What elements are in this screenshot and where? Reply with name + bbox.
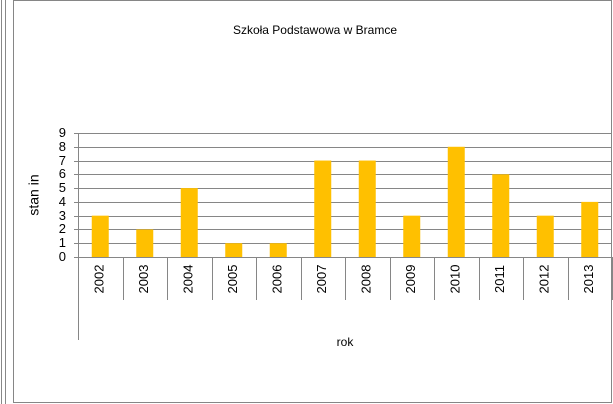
x-tick-label: 2011: [492, 265, 507, 293]
bar: [136, 229, 154, 257]
x-tick-label: 2012: [537, 265, 552, 294]
bar: [447, 146, 465, 257]
chart-frame: [13, 0, 612, 403]
x-axis-title: rok: [337, 335, 355, 349]
x-tick-label: 2007: [314, 265, 329, 294]
bar: [91, 215, 109, 257]
x-tick-label: 2013: [581, 265, 596, 294]
y-tick-label: 6: [59, 166, 66, 181]
bar: [269, 243, 287, 257]
x-tick-label: 2004: [181, 265, 196, 294]
y-tick-label: 8: [59, 139, 66, 154]
bar: [492, 174, 510, 257]
y-axis-title: stan in: [26, 174, 42, 215]
x-tick-label: 2010: [448, 265, 463, 294]
bar: [581, 201, 599, 257]
bar: [225, 243, 243, 257]
bar: [536, 215, 554, 257]
y-tick-label: 5: [59, 180, 66, 195]
y-tick-label: 7: [59, 153, 66, 168]
bar: [358, 160, 376, 257]
bar: [403, 215, 421, 257]
x-tick-label: 2002: [92, 265, 107, 294]
x-tick-label: 2003: [136, 265, 151, 294]
y-tick-label: 2: [59, 221, 66, 236]
x-tick-label: 2005: [225, 265, 240, 294]
x-tick-label: 2008: [359, 265, 374, 294]
x-tick-label: 2009: [403, 265, 418, 294]
y-tick-label: 4: [59, 194, 66, 209]
x-tick-label: 2006: [270, 265, 285, 294]
chart-title: Szkoła Podstawowa w Bramce: [233, 23, 397, 37]
bar: [180, 188, 198, 257]
y-tick-label: 3: [59, 208, 66, 223]
bar: [314, 160, 332, 257]
y-tick-label: 1: [59, 235, 66, 250]
y-tick-label: 0: [59, 249, 66, 264]
y-tick-label: 9: [59, 125, 66, 140]
